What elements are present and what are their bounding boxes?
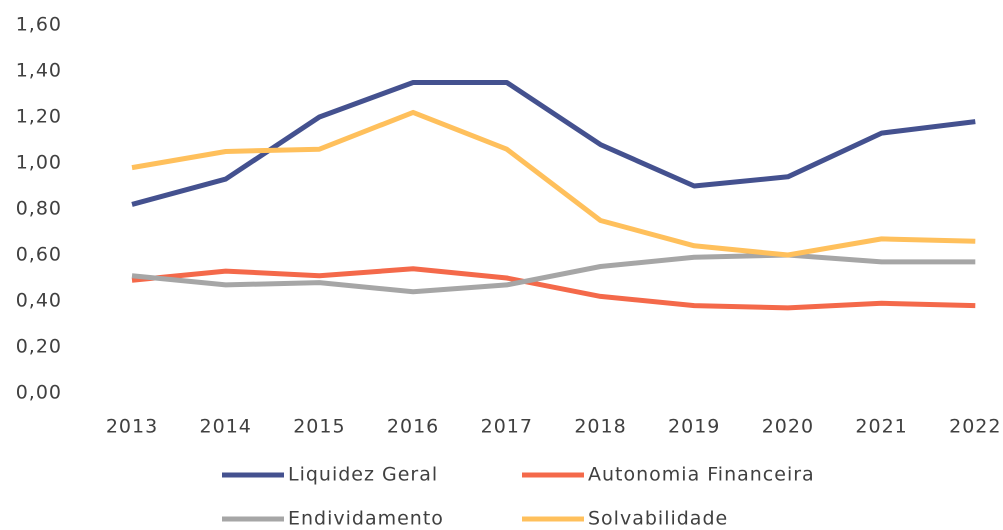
x-tick-label: 2015 xyxy=(293,416,345,438)
x-tick-label: 2022 xyxy=(949,416,1001,438)
x-tick-label: 2016 xyxy=(387,416,439,438)
x-tick-label: 2014 xyxy=(200,416,252,438)
y-tick-label: 1,40 xyxy=(16,60,62,82)
y-tick-label: 1,20 xyxy=(16,106,62,128)
series-line xyxy=(131,266,976,311)
y-tick-label: 1,60 xyxy=(16,14,62,36)
series-line xyxy=(131,252,976,295)
x-tick-label: 2018 xyxy=(574,416,626,438)
x-tick-label: 2021 xyxy=(855,416,907,438)
x-tick-label: 2017 xyxy=(481,416,533,438)
y-tick-label: 0,80 xyxy=(16,198,62,220)
x-tick-label: 2020 xyxy=(762,416,814,438)
legend-label: Solvabilidade xyxy=(588,508,728,530)
legend-label: Liquidez Geral xyxy=(288,464,438,486)
y-tick-label: 0,20 xyxy=(16,336,62,358)
y-tick-label: 1,00 xyxy=(16,152,62,174)
legend-label: Autonomia Financeira xyxy=(588,464,815,486)
series-line xyxy=(131,109,976,258)
y-tick-label: 0,60 xyxy=(16,244,62,266)
y-tick-label: 0,40 xyxy=(16,290,62,312)
y-tick-label: 0,00 xyxy=(16,382,62,404)
legend-label: Endividamento xyxy=(288,508,444,530)
x-tick-label: 2013 xyxy=(106,416,158,438)
x-tick-label: 2019 xyxy=(668,416,720,438)
